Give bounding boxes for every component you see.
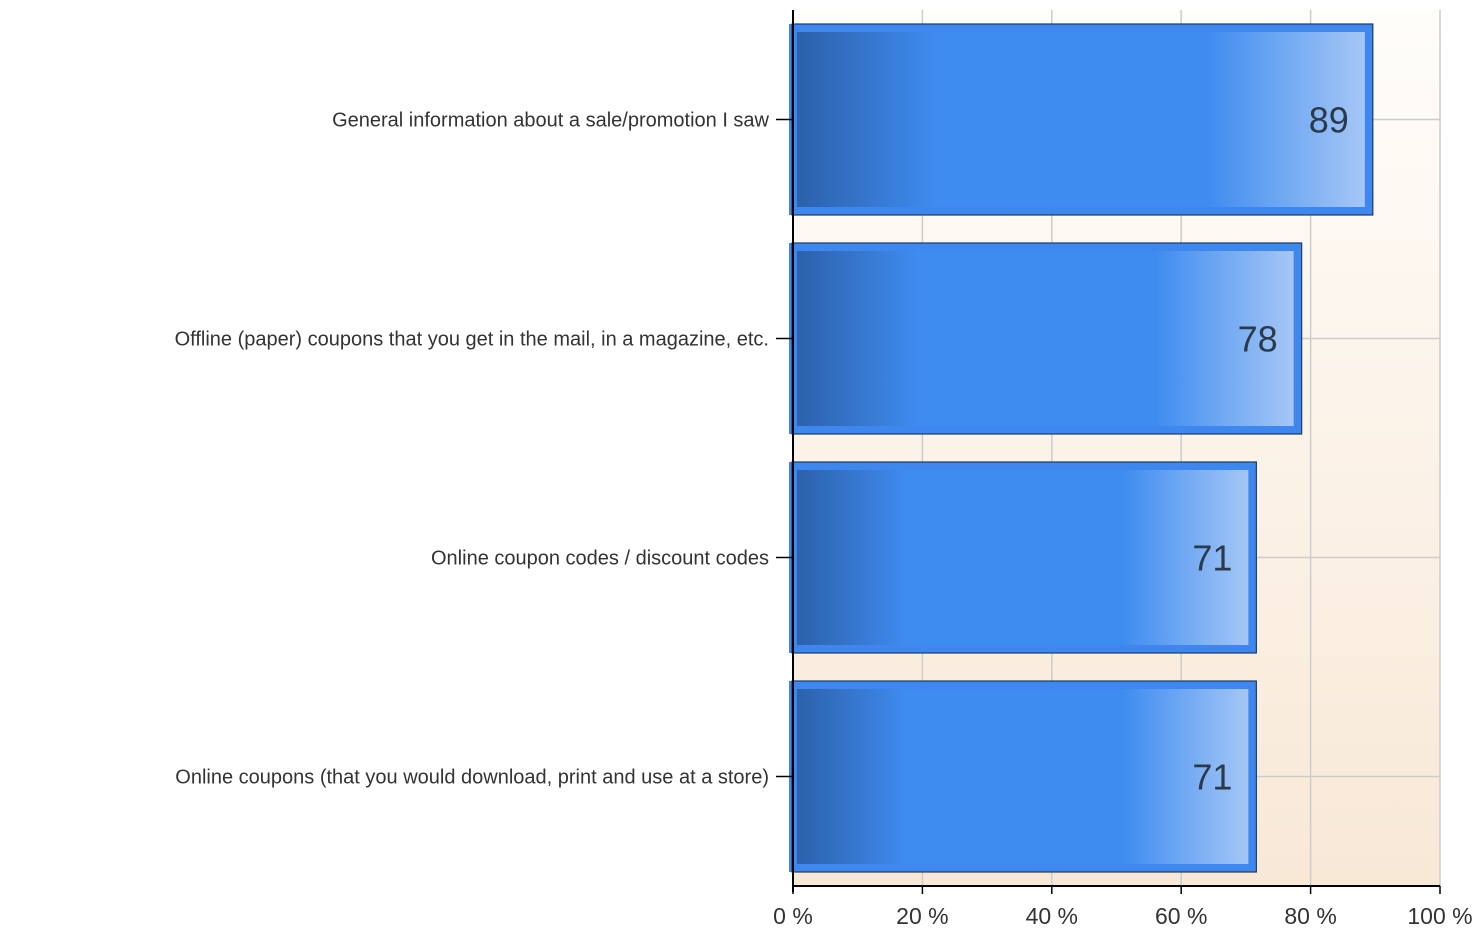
bar-value-label: 89	[1309, 100, 1349, 141]
x-tick-label: 20 %	[896, 903, 948, 929]
bar-rect	[789, 462, 1257, 653]
bars	[789, 23, 1374, 873]
category-label: Offline (paper) coupons that you get in …	[175, 329, 769, 351]
bar	[789, 242, 1303, 435]
category-label: General information about a sale/promoti…	[332, 110, 769, 132]
bar	[789, 461, 1257, 654]
category-label: Online coupons (that you would download,…	[175, 767, 769, 789]
bar	[789, 23, 1374, 216]
x-tick-labels: 0 % 20 % 40 % 60 % 80 % 100 %	[773, 903, 1472, 929]
x-tick-label: 100 %	[1407, 903, 1472, 929]
bar	[789, 680, 1257, 873]
bar-rect	[789, 681, 1257, 872]
bar-rect	[789, 243, 1302, 434]
axes	[776, 10, 1441, 894]
x-tick-label: 40 %	[1026, 903, 1078, 929]
x-tick-label: 0 %	[773, 903, 813, 929]
category-label: Online coupon codes / discount codes	[431, 548, 769, 570]
x-tick-label: 80 %	[1284, 903, 1336, 929]
bar-rect	[789, 24, 1373, 215]
value-labels: 89 78 71 71	[1192, 100, 1349, 798]
x-tick-label: 60 %	[1155, 903, 1207, 929]
bar-value-label: 78	[1238, 319, 1278, 360]
bar-value-label: 71	[1192, 757, 1232, 798]
category-labels: General information about a sale/promoti…	[175, 110, 770, 789]
bar-value-label: 71	[1192, 538, 1232, 579]
